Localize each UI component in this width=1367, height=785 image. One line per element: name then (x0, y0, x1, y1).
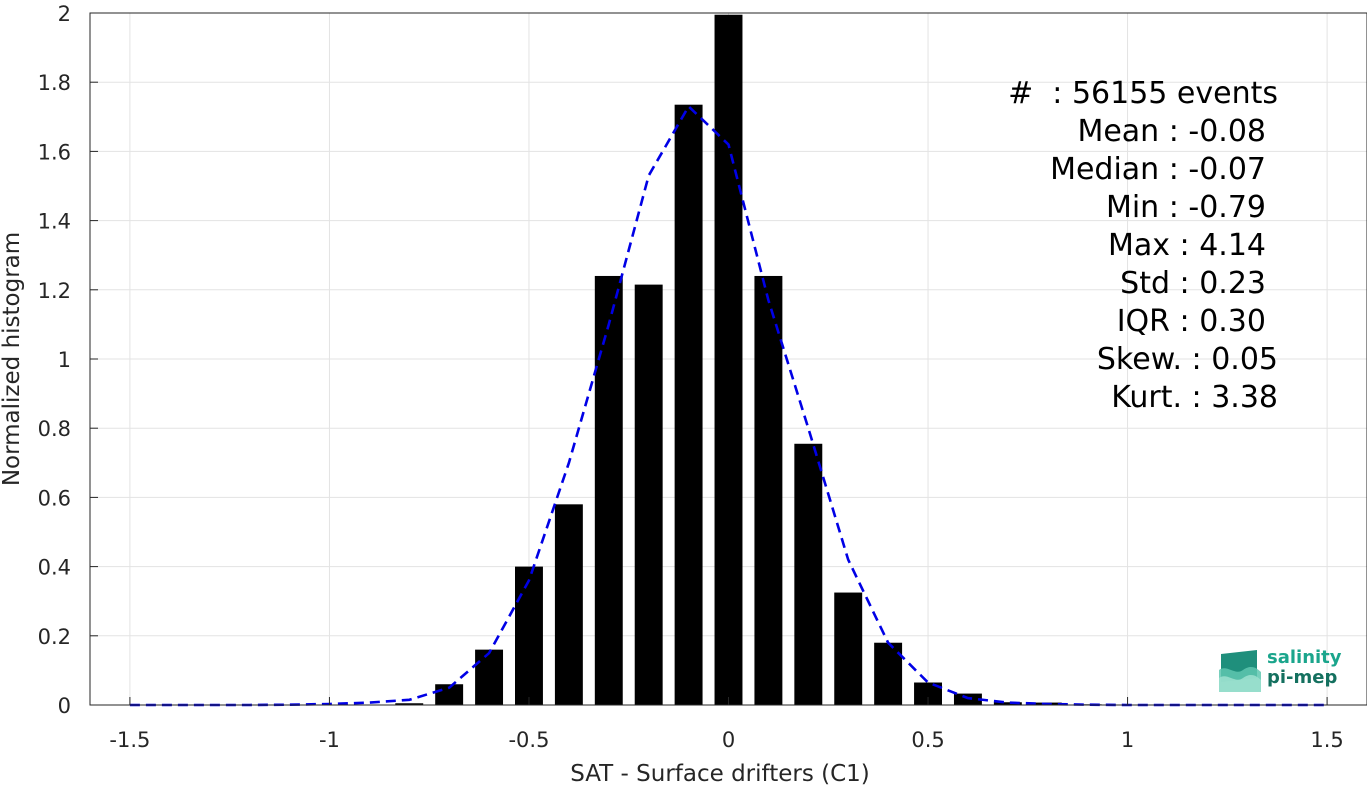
histogram-bar (594, 275, 623, 705)
x-tick-label: 0 (722, 728, 735, 752)
x-axis-label: SAT - Surface drifters (C1) (570, 761, 870, 785)
y-tick-label: 1.8 (38, 71, 71, 95)
histogram-bars (395, 14, 1342, 706)
y-tick-label: 2 (58, 2, 71, 26)
y-tick-label: 0.6 (38, 486, 71, 510)
y-tick-label: 0.8 (38, 417, 71, 441)
y-axis-label: Normalized histogram (0, 232, 25, 486)
y-tick-label: 0.4 (38, 556, 71, 580)
stat-max: Max : 4.14 (1108, 228, 1266, 263)
stat-iqr: IQR : 0.30 (1116, 304, 1266, 339)
histogram-bar (714, 14, 743, 706)
histogram-bar (634, 284, 663, 705)
y-tick-label: 1.2 (38, 279, 71, 303)
logo-text-pimep: pi-mep (1267, 667, 1338, 688)
stat-min: Min : -0.79 (1105, 190, 1266, 225)
y-tick-label: 0.2 (38, 625, 71, 649)
histogram-bar (993, 702, 1022, 705)
x-tick-label: -1.5 (109, 728, 150, 752)
stat-median: Median : -0.07 (1050, 152, 1266, 187)
histogram-bar (754, 275, 783, 705)
stat-skew: Skew. : 0.05 (1096, 342, 1278, 377)
stat-kurt: Kurt. : 3.38 (1111, 380, 1278, 415)
histogram-bar (515, 566, 543, 705)
histogram-bar (395, 703, 424, 705)
salinity-pimep-logo: salinity pi-mep (1217, 648, 1347, 694)
x-tick-label: -0.5 (508, 728, 549, 752)
x-tick-label: 0.5 (911, 728, 944, 752)
x-tick-label: 1 (1121, 728, 1134, 752)
x-tick-label: -1 (319, 728, 340, 752)
histogram-bar (794, 443, 823, 705)
stat-std: Std : 0.23 (1120, 266, 1266, 301)
statistics-box: # : 56155 events Mean : -0.08 Median : -… (1008, 75, 1278, 417)
y-tick-label: 1.4 (38, 210, 71, 234)
logo-text-salinity: salinity (1267, 647, 1342, 668)
y-tick-label: 0 (58, 694, 71, 718)
y-tick-label: 1.6 (38, 140, 71, 164)
histogram-bar (834, 592, 863, 705)
stat-count: # : 56155 events (1008, 76, 1278, 111)
histogram-bar (554, 504, 583, 705)
x-tick-label: 1.5 (1310, 728, 1343, 752)
stat-mean: Mean : -0.08 (1077, 114, 1266, 149)
y-axis-ticks: 0 0.2 0.4 0.6 0.8 1 1.2 1.4 1.6 1.8 2 (38, 2, 98, 718)
histogram-bar (475, 649, 504, 705)
logo-wave-icon (1219, 650, 1261, 692)
histogram-bar (914, 682, 942, 705)
y-tick-label: 1 (58, 348, 71, 372)
x-axis-ticks: -1.5 -1 -0.5 0 0.5 1 1.5 (109, 697, 1344, 752)
histogram-bar (674, 104, 703, 705)
